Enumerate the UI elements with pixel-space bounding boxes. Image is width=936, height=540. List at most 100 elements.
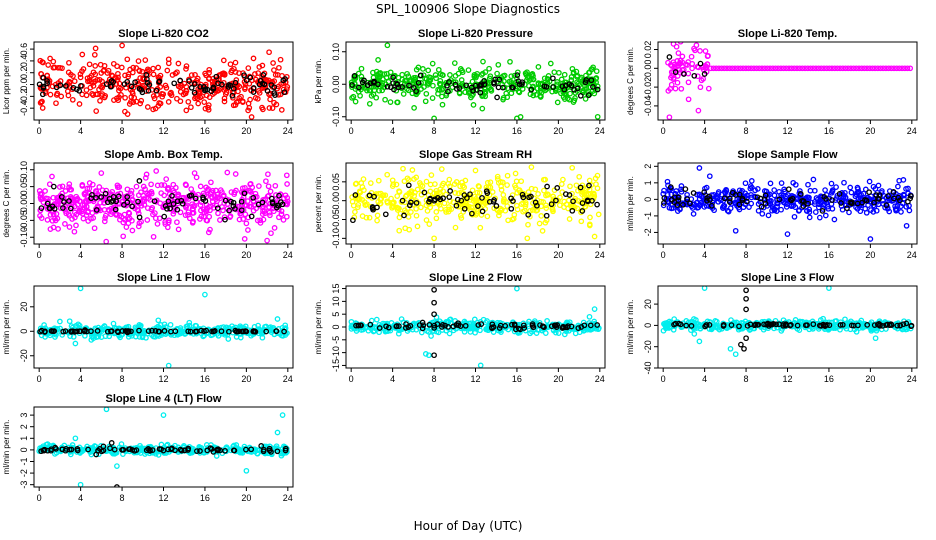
data-point — [66, 181, 73, 187]
data-point — [213, 73, 220, 80]
data-point — [816, 322, 823, 329]
data-point — [357, 92, 363, 99]
data-point — [229, 92, 236, 99]
data-point — [165, 99, 172, 105]
data-point — [707, 65, 714, 72]
data-point — [475, 322, 482, 328]
data-point — [477, 362, 484, 368]
data-point — [718, 191, 725, 198]
data-point — [863, 197, 870, 204]
data-point — [135, 58, 142, 64]
data-point — [885, 193, 891, 199]
data-point — [201, 99, 208, 105]
data-point — [67, 205, 74, 212]
data-point — [866, 65, 873, 72]
data-point — [418, 204, 424, 211]
data-point — [104, 199, 111, 206]
data-point — [114, 182, 121, 189]
data-point — [194, 95, 201, 102]
data-point — [120, 233, 127, 240]
data-point — [53, 84, 60, 91]
data-point — [535, 191, 541, 197]
data-point — [866, 189, 872, 196]
data-point — [47, 55, 53, 62]
x-tick-label: 12 — [158, 250, 168, 260]
panel-title: Slope Line 1 Flow — [117, 272, 210, 284]
data-point — [93, 108, 100, 114]
data-point — [68, 71, 74, 78]
data-point — [862, 205, 869, 212]
data-point — [879, 188, 885, 194]
data-point — [279, 412, 286, 418]
data-point — [847, 184, 854, 191]
data-point — [85, 446, 91, 453]
data-point — [829, 197, 835, 203]
data-point — [66, 198, 72, 204]
data-point — [873, 207, 880, 214]
data-point — [168, 446, 174, 453]
x-tick-label: 4 — [702, 374, 707, 384]
data-point — [228, 69, 235, 76]
y-axis-label: percent per min. — [314, 175, 323, 233]
data-point — [554, 322, 561, 328]
data-point — [72, 214, 78, 221]
data-point — [696, 191, 703, 198]
data-point — [121, 81, 128, 87]
data-point — [487, 179, 494, 186]
data-point — [585, 92, 592, 98]
data-point — [233, 328, 240, 335]
data-point — [355, 322, 362, 329]
data-point — [697, 48, 703, 54]
data-point — [243, 467, 250, 474]
data-point — [42, 328, 48, 335]
x-tick-label: 0 — [37, 493, 42, 503]
data-point — [158, 190, 165, 196]
data-point — [283, 213, 290, 220]
data-point — [813, 65, 819, 72]
data-point — [145, 195, 152, 202]
data-point — [866, 178, 873, 185]
data-point — [533, 330, 540, 336]
data-point — [437, 71, 444, 77]
data-point — [86, 61, 93, 68]
data-point — [438, 86, 445, 93]
data-point — [514, 189, 521, 196]
data-point — [114, 463, 120, 469]
data-point — [823, 65, 830, 72]
data-point — [439, 101, 446, 108]
data-point — [189, 219, 196, 226]
data-point — [820, 321, 827, 328]
data-point — [270, 60, 276, 66]
data-point — [137, 442, 143, 449]
data-point — [408, 209, 414, 215]
data-point — [681, 71, 687, 77]
data-point — [451, 60, 458, 66]
x-tick-label: 4 — [702, 126, 707, 136]
data-point — [420, 72, 427, 79]
data-point — [518, 178, 525, 185]
data-point — [384, 199, 391, 206]
data-point — [845, 199, 852, 206]
data-point — [139, 68, 146, 75]
data-point — [426, 321, 433, 328]
data-point — [514, 72, 521, 78]
data-point — [160, 91, 167, 98]
data-point — [165, 219, 172, 226]
data-point — [119, 42, 125, 49]
data-point — [41, 446, 48, 453]
data-point — [72, 340, 79, 347]
data-point — [251, 446, 257, 453]
data-point — [40, 59, 46, 66]
y-tick-label: 2 — [19, 424, 29, 429]
data-point — [875, 182, 882, 189]
data-point — [161, 328, 168, 334]
data-point — [890, 189, 897, 195]
data-point — [55, 226, 61, 232]
data-point — [349, 82, 355, 88]
data-point — [278, 208, 285, 214]
data-point — [494, 173, 501, 180]
y-axis-label: ml/min per min. — [2, 300, 11, 355]
data-point — [561, 71, 568, 78]
